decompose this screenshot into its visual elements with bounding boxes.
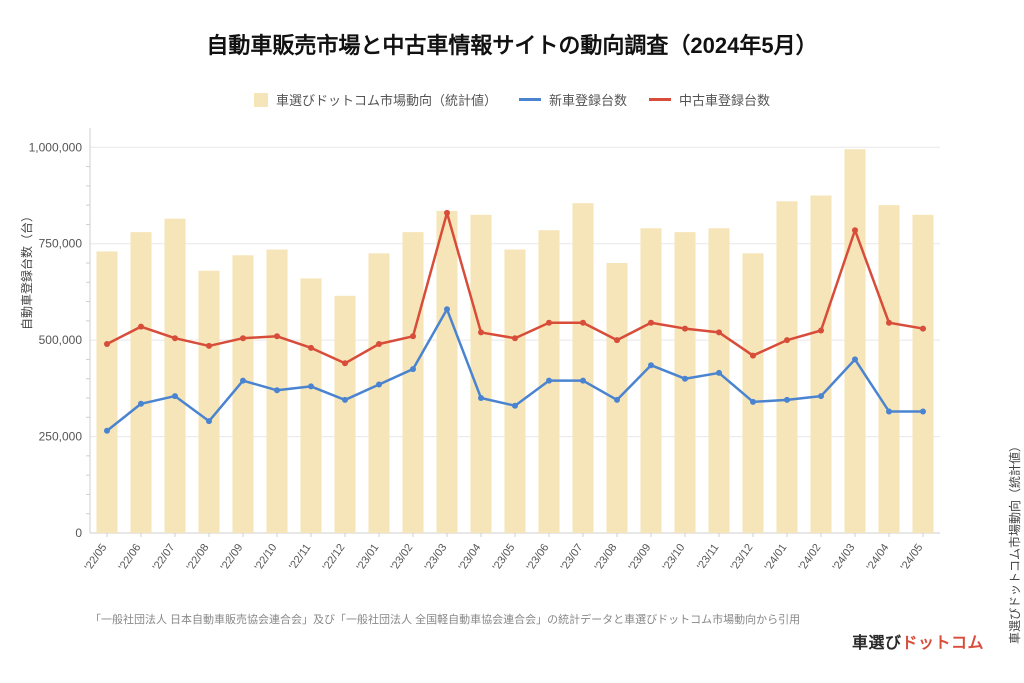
svg-text:'24/05: '24/05 <box>899 542 926 573</box>
source-footnote: 「一般社団法人 日本自動車販売協会連合会」及び「一般社団法人 全国軽自動車協会連… <box>90 611 800 627</box>
svg-text:'22/06: '22/06 <box>117 542 144 573</box>
svg-text:'23/07: '23/07 <box>559 542 586 573</box>
svg-text:'23/03: '23/03 <box>423 542 450 573</box>
legend-swatch-line <box>649 98 671 101</box>
legend-label: 新車登録台数 <box>549 90 627 109</box>
svg-text:'23/05: '23/05 <box>491 542 518 573</box>
svg-text:'24/03: '24/03 <box>831 542 858 573</box>
legend-label: 車選びドットコム市場動向（統計値） <box>276 90 497 109</box>
svg-text:'22/08: '22/08 <box>185 542 212 573</box>
legend-item-line-used: 中古車登録台数 <box>649 90 770 109</box>
brand-suffix: ドットコム <box>901 635 984 652</box>
svg-text:'24/02: '24/02 <box>797 542 824 573</box>
svg-text:'22/11: '22/11 <box>287 542 313 572</box>
legend-swatch-box <box>254 93 268 107</box>
svg-text:'23/02: '23/02 <box>389 542 416 573</box>
legend-swatch-line <box>519 98 541 101</box>
page-title: 自動車販売市場と中古車情報サイトの動向調査（2024年5月） <box>0 28 1024 60</box>
legend-item-bars: 車選びドットコム市場動向（統計値） <box>254 90 497 109</box>
svg-text:'23/04: '23/04 <box>457 542 484 573</box>
brand-prefix: 車選び <box>852 635 902 652</box>
svg-text:500,000: 500,000 <box>39 333 83 347</box>
chart-plot: 0250,000500,000750,0001,000,000'22/05'22… <box>90 128 940 533</box>
y-axis-label-right: 車選びドットコム市場動向（統計値） <box>1006 440 1023 644</box>
svg-text:'22/05: '22/05 <box>83 542 110 573</box>
y-axis-label-left: 自動車登録台数（台） <box>18 210 35 330</box>
svg-text:'23/11: '23/11 <box>695 542 721 572</box>
svg-text:'23/01: '23/01 <box>355 542 382 573</box>
svg-text:'24/01: '24/01 <box>763 542 790 573</box>
svg-text:250,000: 250,000 <box>39 430 83 444</box>
svg-text:'23/12: '23/12 <box>729 542 756 573</box>
svg-text:750,000: 750,000 <box>39 237 83 251</box>
svg-text:'23/10: '23/10 <box>661 542 688 573</box>
chart-container: 自動車販売市場と中古車情報サイトの動向調査（2024年5月） 車選びドットコム市… <box>0 0 1024 683</box>
svg-text:1,000,000: 1,000,000 <box>29 140 83 154</box>
brand-logo: 車選びドットコム <box>852 629 984 653</box>
svg-text:'23/09: '23/09 <box>627 542 654 573</box>
svg-text:'22/12: '22/12 <box>321 542 348 573</box>
svg-text:0: 0 <box>75 526 82 540</box>
svg-text:'23/08: '23/08 <box>593 542 620 573</box>
chart-svg: 0250,000500,000750,0001,000,000'22/05'22… <box>90 128 940 593</box>
svg-text:'23/06: '23/06 <box>525 542 552 573</box>
svg-text:'22/09: '22/09 <box>219 542 246 573</box>
legend-item-line-new: 新車登録台数 <box>519 90 627 109</box>
legend-label: 中古車登録台数 <box>679 90 770 109</box>
svg-text:'22/10: '22/10 <box>253 542 280 573</box>
svg-text:'22/07: '22/07 <box>151 542 178 573</box>
legend: 車選びドットコム市場動向（統計値） 新車登録台数 中古車登録台数 <box>0 90 1024 109</box>
svg-text:'24/04: '24/04 <box>865 542 892 573</box>
